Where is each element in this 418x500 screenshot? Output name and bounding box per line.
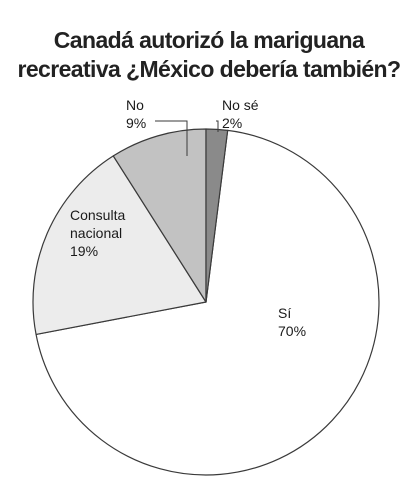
slice-label-si: Sí 70%: [278, 305, 306, 339]
slice-label-no-line: No: [126, 97, 144, 113]
chart-title-line-1: Canadá autorizó la mariguana: [53, 27, 365, 53]
slice-label-no-line: 9%: [126, 115, 146, 131]
pie-slice-no: [112, 128, 207, 303]
slice-label-no-se: No sé 2%: [222, 97, 259, 131]
slice-label-no: No 9%: [126, 97, 146, 131]
slice-label-consulta-line: Consulta: [70, 207, 125, 223]
slice-label-consulta-line: 19%: [70, 243, 98, 259]
leader-line-no-se: [216, 120, 219, 132]
pie-slices: [32, 128, 380, 476]
slice-label-consulta-line: nacional: [70, 225, 122, 241]
slice-labels: Sí 70% Consulta nacional 19% No 9% No sé 2%: [70, 97, 306, 339]
chart-title-line-2: recreativa ¿México debería también?: [17, 56, 402, 82]
chart-title: Canadá autorizó la mariguana recreativa …: [0, 26, 418, 84]
slice-label-si-line: Sí: [278, 305, 291, 321]
slice-label-no-se-line: 2%: [222, 115, 242, 131]
pie-slice-si: [35, 129, 380, 476]
leader-line-no: [155, 120, 188, 156]
pie-slice-no-se: [205, 128, 229, 303]
pie-slice-consulta: [32, 155, 207, 336]
slice-label-no-se-line: No sé: [222, 97, 259, 113]
slice-label-si-line: 70%: [278, 323, 306, 339]
leader-lines: [155, 120, 219, 156]
slice-label-consulta: Consulta nacional 19%: [70, 207, 125, 259]
